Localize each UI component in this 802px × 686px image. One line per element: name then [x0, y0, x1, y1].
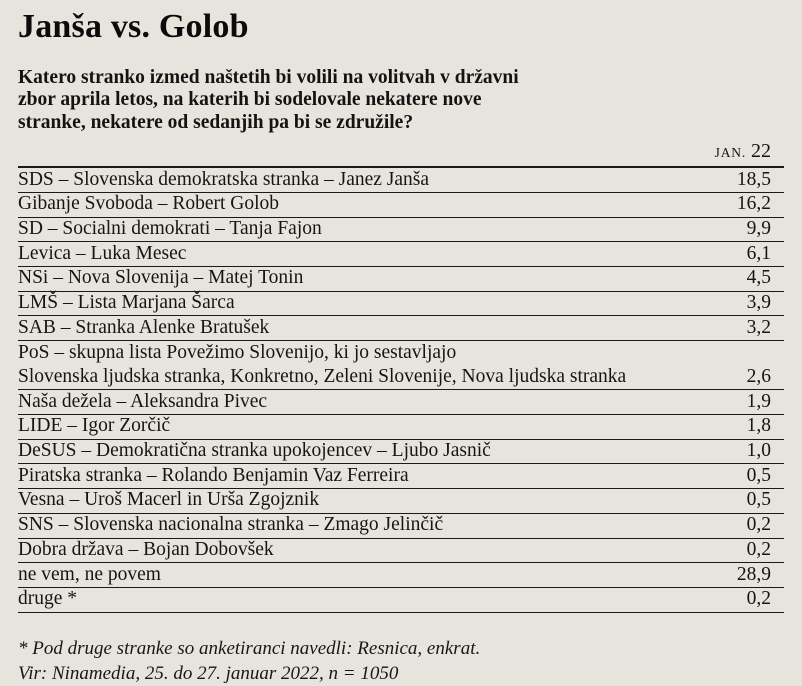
table-row: LMŠ – Lista Marjana Šarca 3,9 — [18, 292, 784, 317]
survey-question: Katero stranko izmed naštetih bi volili … — [18, 46, 784, 134]
table-row: Gibanje Svoboda – Robert Golob 16,2 — [18, 193, 784, 218]
party-label: SDS – Slovenska demokratska stranka – Ja… — [18, 168, 430, 190]
footnote-source: Vir: Ninamedia, 25. do 27. januar 2022, … — [18, 663, 399, 685]
table-row: LIDE – Igor Zorčič 1,8 — [18, 415, 784, 440]
party-label: LIDE – Igor Zorčič — [18, 415, 171, 437]
poll-value: 3,2 — [746, 316, 771, 338]
poll-value: 1,0 — [746, 440, 771, 462]
party-label: Piratska stranka – Rolando Benjamin Vaz … — [18, 464, 409, 486]
table-row: SAB – Stranka Alenke Bratušek 3,2 — [18, 316, 784, 342]
party-label: Levica – Luka Mesec — [18, 242, 187, 264]
table-row: ne vem, ne povem 28,9 — [18, 563, 784, 588]
party-label: SAB – Stranka Alenke Bratušek — [18, 316, 270, 338]
party-label: LMŠ – Lista Marjana Šarca — [18, 291, 235, 313]
table-row: SNS – Slovenska nacionalna stranka – Zma… — [18, 514, 784, 539]
party-label: SNS – Slovenska nacionalna stranka – Zma… — [18, 514, 444, 536]
poll-value: 18,5 — [736, 168, 771, 190]
poll-value: 16,2 — [736, 193, 771, 215]
poll-value: 3,9 — [746, 291, 771, 313]
poll-value: 28,9 — [736, 563, 771, 585]
poll-table: JAN. 22 SDS – Slovenska demokratska stra… — [18, 140, 784, 613]
party-label: DeSUS – Demokratična stranka upokojencev… — [18, 440, 491, 462]
table-row: SD – Socialni demokrati – Tanja Fajon 9,9 — [18, 218, 784, 243]
column-header-month: JAN. — [714, 145, 746, 161]
poll-value: 1,8 — [746, 415, 771, 437]
poll-value: 0,5 — [746, 464, 771, 486]
table-row: druge * 0,2 — [18, 588, 784, 613]
party-label: Vesna – Uroš Macerl in Urša Zgojznik — [18, 489, 320, 511]
poll-value: 4,5 — [746, 267, 771, 289]
table-row: NSi – Nova Slovenija – Matej Tonin 4,5 — [18, 267, 784, 292]
table-row: Dobra država – Bojan Dobovšek 0,2 — [18, 539, 784, 564]
table-row: Piratska stranka – Rolando Benjamin Vaz … — [18, 464, 784, 490]
party-label: NSi – Nova Slovenija – Matej Tonin — [18, 267, 304, 289]
table-row: Vesna – Uroš Macerl in Urša Zgojznik 0,5 — [18, 489, 784, 514]
footnote-asterisk: * Pod druge stranke so anketiranci naved… — [18, 637, 481, 659]
table-row: DeSUS – Demokratična stranka upokojencev… — [18, 440, 784, 465]
poll-value: 1,9 — [746, 390, 771, 412]
poll-value: 0,2 — [746, 514, 771, 536]
table-row: SDS – Slovenska demokratska stranka – Ja… — [18, 168, 784, 193]
column-header-row: JAN. 22 — [18, 140, 784, 169]
footnotes: * Pod druge stranke so anketiranci naved… — [18, 636, 784, 686]
party-label: Dobra država – Bojan Dobovšek — [18, 538, 274, 560]
page-title: Janša vs. Golob — [18, 8, 249, 45]
poll-value: 6,1 — [746, 242, 771, 264]
table-row: Naša dežela – Aleksandra Pivec 1,9 — [18, 390, 784, 416]
party-label: PoS – skupna lista Povežimo Slovenijo, k… — [18, 341, 627, 388]
survey-question-line-3: stranke, nekatere od sedanjih pa bi se z… — [18, 111, 414, 133]
poll-value: 0,2 — [746, 588, 771, 610]
poll-value: 2,6 — [746, 366, 771, 388]
party-label: Gibanje Svoboda – Robert Golob — [18, 193, 280, 215]
party-label: Naša dežela – Aleksandra Pivec — [18, 390, 268, 412]
survey-question-line-2: zbor aprila letos, na katerih bi sodelov… — [18, 89, 482, 111]
party-label: SD – Socialni demokrati – Tanja Fajon — [18, 217, 322, 239]
column-header-year: 22 — [751, 140, 771, 163]
poll-value: 0,2 — [746, 538, 771, 560]
poll-value: 0,5 — [746, 489, 771, 511]
table-row: Levica – Luka Mesec 6,1 — [18, 242, 784, 267]
party-label: druge * — [18, 588, 78, 610]
poll-value: 9,9 — [746, 217, 771, 239]
party-label: ne vem, ne povem — [18, 563, 161, 585]
poll-table-body: SDS – Slovenska demokratska stranka – Ja… — [18, 168, 784, 613]
survey-question-line-1: Katero stranko izmed naštetih bi volili … — [18, 67, 519, 88]
table-row: PoS – skupna lista Povežimo Slovenijo, k… — [18, 341, 784, 391]
